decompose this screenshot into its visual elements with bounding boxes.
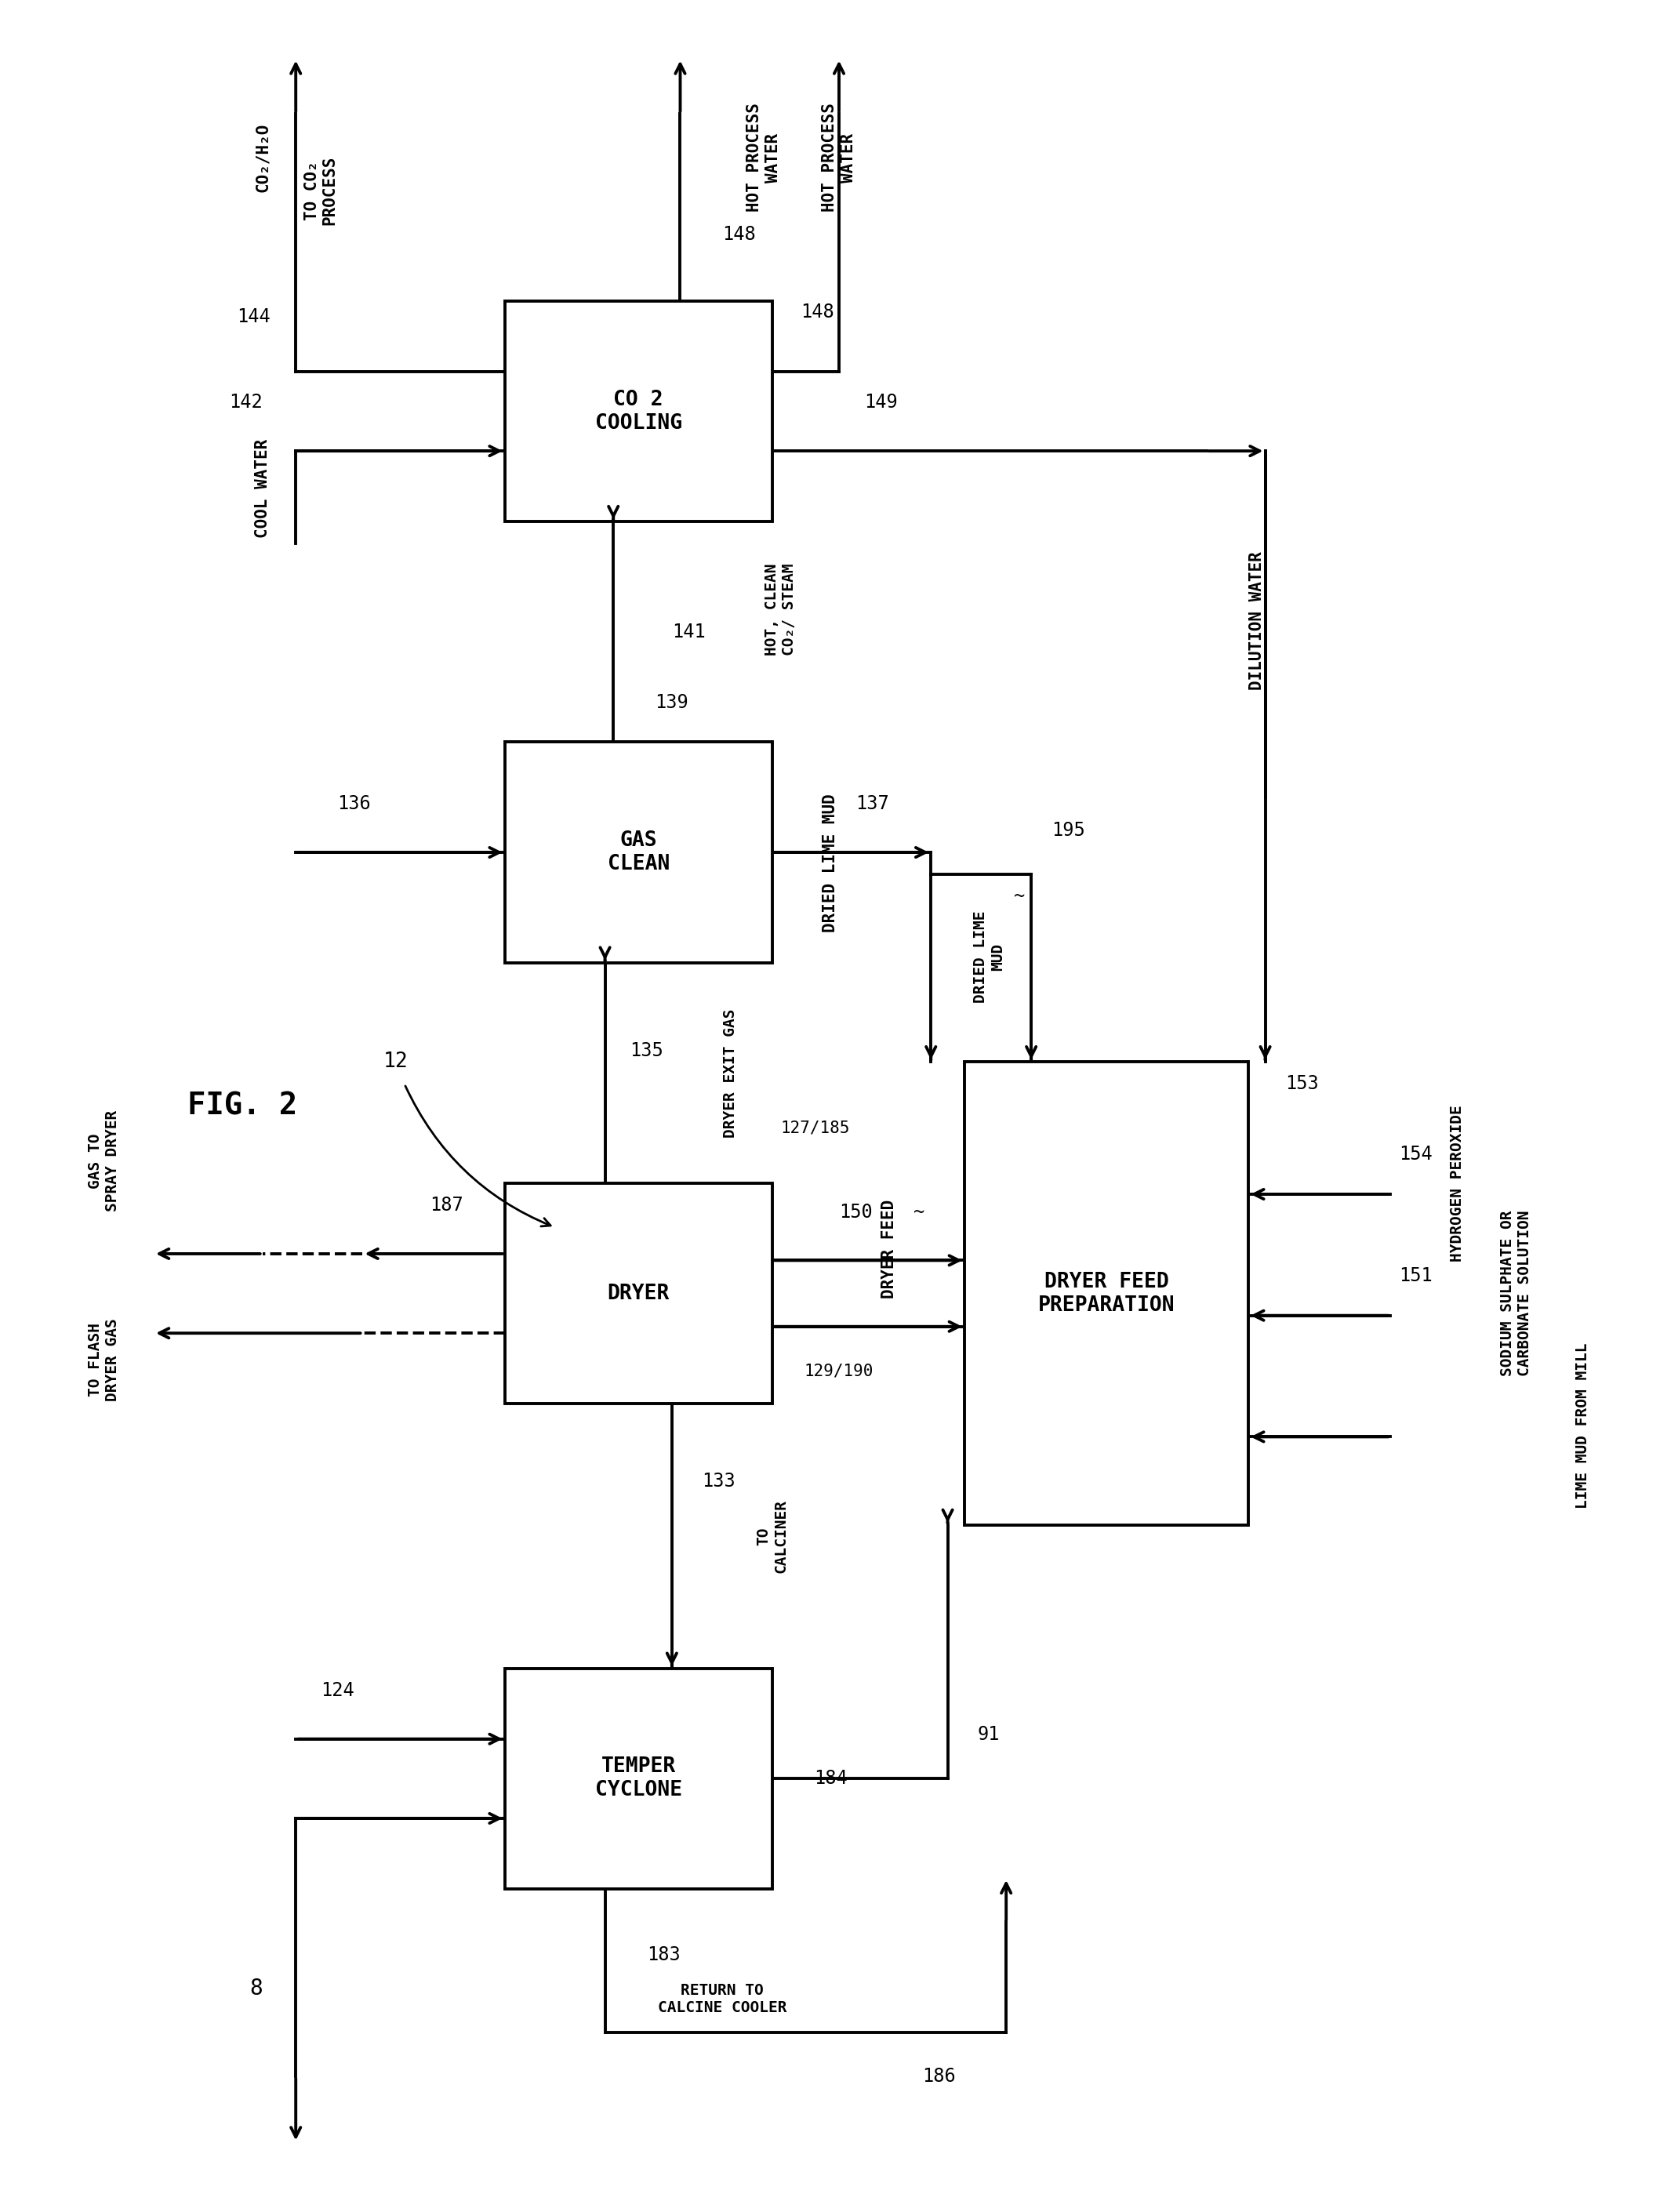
Text: CO 2
COOLING: CO 2 COOLING (596, 389, 681, 434)
Text: SODIUM SULPHATE OR
CARBONATE SOLUTION: SODIUM SULPHATE OR CARBONATE SOLUTION (1500, 1210, 1532, 1376)
Text: 124: 124 (320, 1681, 354, 1699)
Text: 141: 141 (671, 622, 705, 641)
Text: 186: 186 (923, 2066, 956, 2086)
Text: DRYER EXIT GAS: DRYER EXIT GAS (723, 1009, 738, 1137)
Text: 148: 148 (722, 226, 755, 243)
Text: 183: 183 (646, 1947, 680, 1964)
Bar (965, 1062, 1248, 1524)
Text: 195: 195 (1052, 821, 1084, 841)
Text: FIG. 2: FIG. 2 (188, 1091, 297, 1121)
Text: 136: 136 (337, 794, 371, 814)
Text: 8: 8 (250, 1978, 262, 2000)
Text: 142: 142 (228, 394, 262, 411)
Text: 150: 150 (839, 1203, 873, 1221)
Text: 135: 135 (629, 1042, 663, 1060)
Bar (505, 1183, 772, 1405)
Text: ~: ~ (913, 1203, 925, 1221)
Text: 184: 184 (814, 1770, 847, 1787)
Text: TO FLASH
DRYER GAS: TO FLASH DRYER GAS (87, 1318, 119, 1400)
Text: 154: 154 (1399, 1146, 1433, 1164)
Text: 91: 91 (978, 1725, 1000, 1743)
Text: 137: 137 (856, 794, 889, 814)
Text: DILUTION WATER: DILUTION WATER (1248, 551, 1265, 690)
Text: DRYER FEED: DRYER FEED (881, 1199, 898, 1298)
Text: HOT, CLEAN
CO₂/ STEAM: HOT, CLEAN CO₂/ STEAM (765, 564, 797, 655)
Text: TO
CALCINER: TO CALCINER (757, 1500, 789, 1573)
Text: RETURN TO
CALCINE COOLER: RETURN TO CALCINE COOLER (658, 1984, 787, 2015)
Text: HYDROGEN PEROXIDE: HYDROGEN PEROXIDE (1450, 1104, 1465, 1261)
Text: 187: 187 (430, 1197, 463, 1214)
Text: 133: 133 (701, 1471, 735, 1491)
Text: HOT PROCESS
WATER: HOT PROCESS WATER (822, 104, 856, 212)
Text: 151: 151 (1399, 1267, 1433, 1285)
Text: 148: 148 (800, 303, 834, 321)
Text: 144: 144 (237, 307, 270, 325)
Text: 153: 153 (1285, 1075, 1319, 1093)
Bar (505, 1668, 772, 1889)
Bar (505, 741, 772, 962)
Text: DRIED LIME MUD: DRIED LIME MUD (822, 794, 839, 933)
Text: DRIED LIME
MUD: DRIED LIME MUD (973, 911, 1005, 1004)
Text: COOL WATER: COOL WATER (255, 438, 270, 538)
Text: TO CO₂
PROCESS: TO CO₂ PROCESS (304, 157, 337, 226)
Text: TEMPER
CYCLONE: TEMPER CYCLONE (596, 1756, 681, 1801)
Text: DRYER FEED
PREPARATION: DRYER FEED PREPARATION (1039, 1272, 1175, 1316)
Text: 129/190: 129/190 (804, 1363, 874, 1378)
Text: 139: 139 (654, 692, 688, 712)
Text: 12: 12 (384, 1051, 408, 1073)
Text: CO₂/H₂O: CO₂/H₂O (255, 124, 270, 192)
Bar (505, 301, 772, 522)
Text: GAS
CLEAN: GAS CLEAN (607, 830, 670, 874)
Text: DRYER: DRYER (607, 1283, 670, 1303)
Text: GAS TO
SPRAY DRYER: GAS TO SPRAY DRYER (87, 1110, 119, 1212)
Text: ~: ~ (1014, 887, 1025, 907)
Text: HOT PROCESS
WATER: HOT PROCESS WATER (747, 104, 780, 212)
Text: 127/185: 127/185 (780, 1119, 849, 1137)
Text: 149: 149 (864, 394, 898, 411)
Text: LIME MUD FROM MILL: LIME MUD FROM MILL (1576, 1343, 1591, 1509)
